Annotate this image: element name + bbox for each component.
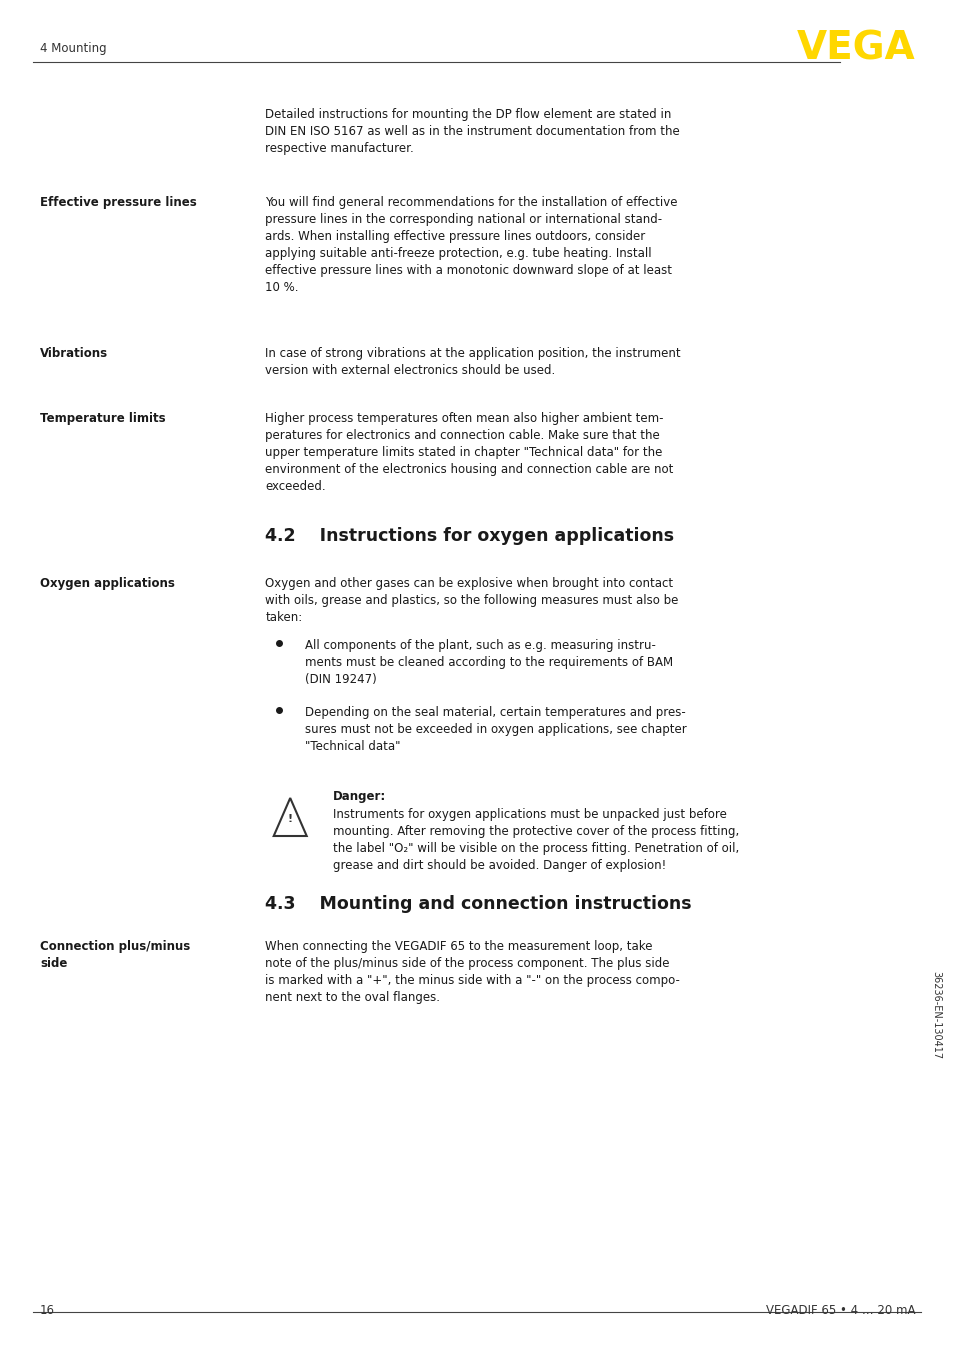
Text: When connecting the VEGADIF 65 to the measurement loop, take
note of the plus/mi: When connecting the VEGADIF 65 to the me…: [265, 940, 679, 1005]
Text: 36236-EN-130417: 36236-EN-130417: [930, 971, 940, 1060]
Text: Temperature limits: Temperature limits: [40, 412, 166, 425]
Text: Oxygen applications: Oxygen applications: [40, 577, 174, 590]
Text: 4.2    Instructions for oxygen applications: 4.2 Instructions for oxygen applications: [265, 527, 674, 546]
Text: Detailed instructions for mounting the DP flow element are stated in
DIN EN ISO : Detailed instructions for mounting the D…: [265, 108, 679, 154]
Text: Depending on the seal material, certain temperatures and pres-
sures must not be: Depending on the seal material, certain …: [305, 705, 686, 753]
Text: All components of the plant, such as e.g. measuring instru-
ments must be cleane: All components of the plant, such as e.g…: [305, 639, 673, 686]
Text: 4.3    Mounting and connection instructions: 4.3 Mounting and connection instructions: [265, 895, 691, 913]
Text: VEGADIF 65 • 4 … 20 mA: VEGADIF 65 • 4 … 20 mA: [765, 1304, 915, 1317]
Text: VEGA: VEGA: [797, 30, 915, 68]
Text: Connection plus/minus
side: Connection plus/minus side: [40, 940, 190, 969]
Text: Instruments for oxygen applications must be unpacked just before
mounting. After: Instruments for oxygen applications must…: [333, 808, 739, 872]
Text: 4 Mounting: 4 Mounting: [40, 42, 107, 56]
Text: Vibrations: Vibrations: [40, 347, 108, 360]
Text: Effective pressure lines: Effective pressure lines: [40, 196, 196, 209]
Text: Oxygen and other gases can be explosive when brought into contact
with oils, gre: Oxygen and other gases can be explosive …: [265, 577, 678, 624]
Text: Higher process temperatures often mean also higher ambient tem-
peratures for el: Higher process temperatures often mean a…: [265, 412, 673, 493]
Text: 16: 16: [40, 1304, 55, 1317]
Text: Danger:: Danger:: [333, 789, 386, 803]
Text: !: !: [288, 814, 293, 823]
Text: In case of strong vibrations at the application position, the instrument
version: In case of strong vibrations at the appl…: [265, 347, 680, 376]
Text: You will find general recommendations for the installation of effective
pressure: You will find general recommendations fo…: [265, 196, 677, 294]
